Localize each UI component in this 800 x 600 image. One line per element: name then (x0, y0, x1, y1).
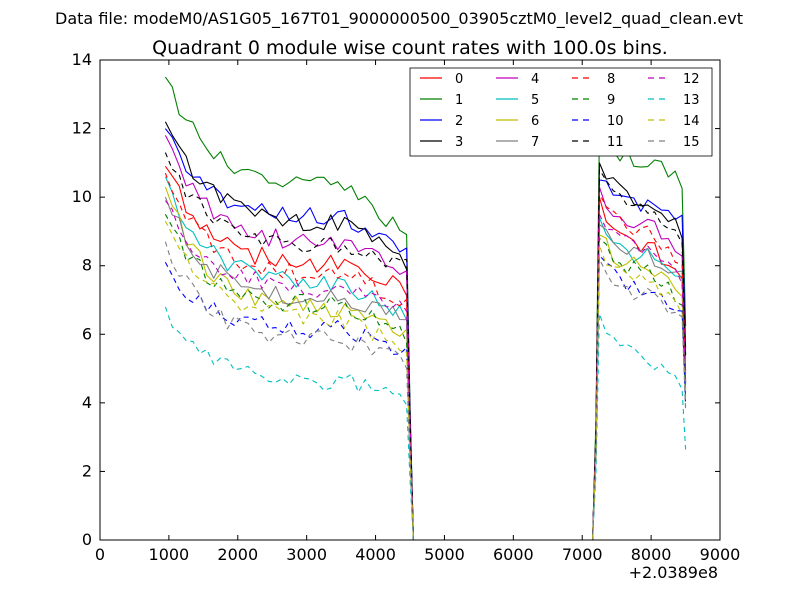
axis-ticks: 0 1000 2000 3000 4000 5000 6000 7000 8000 9000 0 2 4… (72, 50, 741, 564)
x-tick-label: 4000 (355, 545, 396, 564)
plot-frame (99, 59, 721, 541)
series-line-11 (164, 152, 687, 541)
series-line-10 (164, 254, 687, 541)
series-line-8 (164, 172, 687, 541)
x-tick-label: 9000 (700, 545, 741, 564)
x-tick-label: 5000 (424, 545, 465, 564)
x-offset-label: +2.0389e8 (629, 563, 718, 582)
series-line-3 (164, 121, 687, 541)
legend-label-1: 1 (455, 93, 463, 108)
x-tick-label: 2000 (217, 545, 258, 564)
x-tick-label: 1000 (149, 545, 190, 564)
y-tick-label: 6 (82, 324, 92, 343)
legend-label-7: 7 (531, 135, 539, 150)
series-line-0 (164, 165, 687, 541)
series-line-7 (164, 196, 687, 541)
plot-lines (164, 76, 687, 541)
legend-label-6: 6 (531, 114, 539, 129)
series-line-14 (164, 220, 687, 541)
legend-label-3: 3 (455, 135, 463, 150)
y-tick-label: 8 (82, 256, 92, 275)
legend-label-9: 9 (607, 93, 615, 108)
x-tick-label: 8000 (631, 545, 672, 564)
series-line-5 (164, 176, 687, 541)
legend-label-11: 11 (607, 135, 624, 150)
series-line-6 (164, 186, 687, 541)
legend-label-2: 2 (455, 114, 463, 129)
y-tick-label: 2 (82, 461, 92, 480)
legend-label-13: 13 (683, 93, 700, 108)
legend-label-10: 10 (607, 114, 624, 129)
legend-label-15: 15 (683, 135, 700, 150)
x-tick-label: 0 (95, 545, 105, 564)
x-tick-label: 7000 (562, 545, 603, 564)
series-line-9 (164, 214, 687, 541)
x-tick-label: 6000 (493, 545, 534, 564)
legend-label-5: 5 (531, 93, 539, 108)
y-tick-label: 0 (82, 530, 92, 549)
y-tick-label: 10 (72, 187, 92, 206)
series-line-12 (164, 200, 687, 541)
series-line-15 (164, 241, 687, 541)
legend-label-12: 12 (683, 72, 700, 87)
y-tick-label: 12 (72, 119, 92, 138)
series-line-13 (164, 306, 687, 541)
legend-label-4: 4 (531, 72, 539, 87)
chart-title: Quadrant 0 module wise count rates with … (152, 37, 668, 59)
legend-label-14: 14 (683, 114, 700, 129)
legend-label-0: 0 (455, 72, 463, 87)
y-tick-label: 4 (82, 393, 92, 412)
series-line-4 (164, 135, 687, 541)
x-tick-label: 3000 (286, 545, 327, 564)
suptitle: Data file: modeM0/AS1G05_167T01_90000005… (55, 9, 743, 29)
y-tick-label: 14 (72, 50, 92, 69)
legend-label-8: 8 (607, 72, 615, 87)
